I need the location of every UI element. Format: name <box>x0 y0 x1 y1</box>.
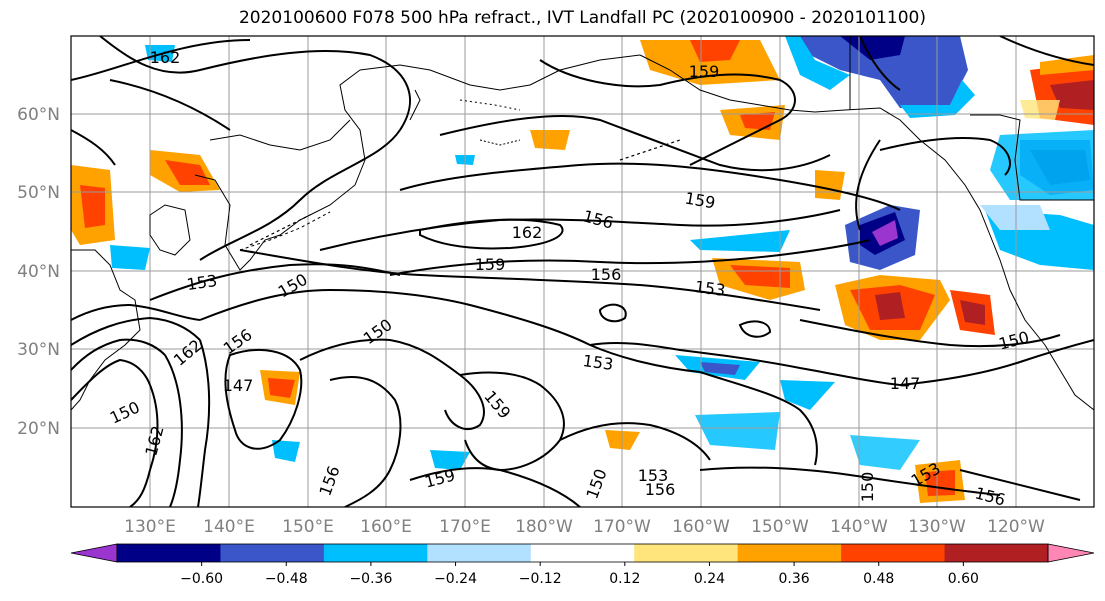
boundary-lines <box>249 139 681 246</box>
refractivity-contours <box>71 36 1094 507</box>
colorbar-tick-label: 0.24 <box>694 571 725 587</box>
lat-label: 30°N <box>17 340 60 360</box>
colorbar-segment <box>323 544 428 562</box>
contour-label: 147 <box>223 376 254 395</box>
colorbar-tick-label: 0.36 <box>779 571 810 587</box>
colorbar-tick-label: 0.60 <box>948 571 979 587</box>
contour-label: 153 <box>582 351 615 374</box>
lon-label: 140°E <box>203 517 255 537</box>
colorbar-segment <box>117 544 221 562</box>
latitude-axis: 60°N 50°N 40°N 30°N 20°N <box>17 105 60 439</box>
lat-label: 20°N <box>17 419 60 439</box>
map-border <box>70 35 1095 508</box>
lon-label: 130°E <box>124 517 176 537</box>
colorbar-ticks: −0.60 −0.48 −0.36 −0.24 −0.12 0.12 0.24 0.36 0.4… <box>180 562 979 587</box>
lon-label: 170°W <box>593 517 651 537</box>
colorbar-segment <box>634 544 739 562</box>
lon-label: 120°W <box>987 517 1045 537</box>
lon-label: 160°E <box>360 517 412 537</box>
colorbar-segment <box>427 544 532 562</box>
lon-label: 150°E <box>282 517 334 537</box>
colorbar-segment <box>220 544 325 562</box>
colorbar: −0.60 −0.48 −0.36 −0.24 −0.12 0.12 0.24 0.36 0.4… <box>70 543 1095 587</box>
lon-label: 140°W <box>830 517 888 537</box>
contour-label: 159 <box>689 62 720 81</box>
lat-label: 60°N <box>17 105 60 125</box>
lon-label: 160°W <box>672 517 730 537</box>
colorbar-tick-label: −0.48 <box>265 571 308 587</box>
longitude-axis: 130°E 140°E 150°E 160°E 170°E 180°W 170°… <box>124 517 1045 537</box>
colorbar-frame <box>116 543 1049 563</box>
contour-label: 156 <box>973 483 1007 509</box>
contour-label: 147 <box>890 374 921 393</box>
map-content: 162 159 159 156 162 159 156 153 153 150 … <box>71 36 1094 509</box>
contour-label: 162 <box>150 48 181 67</box>
contour-label: 156 <box>645 480 676 499</box>
contour-label: 153 <box>185 271 218 294</box>
colorbar-tick-label: 0.48 <box>863 571 894 587</box>
colorbar-segment <box>841 544 946 562</box>
colorbar-segments <box>117 544 1049 562</box>
lon-label: 150°W <box>751 517 809 537</box>
colorbar-tick-label: 0.12 <box>609 571 640 587</box>
colorbar-segment <box>944 544 1049 562</box>
colorbar-segment <box>530 544 635 562</box>
colorbar-tick-label: −0.12 <box>519 571 562 587</box>
contour-label: 162 <box>512 223 543 242</box>
contour-label: 153 <box>694 277 727 300</box>
coastlines <box>71 36 1094 411</box>
colorbar-tick-label: −0.36 <box>349 571 392 587</box>
colorbar-max-arrow <box>1047 543 1095 563</box>
colorbar-min-arrow <box>70 543 118 563</box>
contour-label: 153 <box>638 466 669 485</box>
lon-label: 180°W <box>515 517 573 537</box>
colorbar-tick-label: −0.60 <box>180 571 223 587</box>
colorbar-tick-label: −0.24 <box>434 571 477 587</box>
contour-label: 150 <box>858 472 877 503</box>
lat-label: 40°N <box>17 262 60 282</box>
lat-label: 50°N <box>17 183 60 203</box>
lon-label: 170°E <box>439 517 491 537</box>
contour-label: 159 <box>475 255 506 274</box>
lon-label: 130°W <box>908 517 966 537</box>
map-title: 2020100600 F078 500 hPa refract., IVT La… <box>238 8 926 28</box>
contour-label: 156 <box>591 265 622 284</box>
colorbar-segment <box>737 544 842 562</box>
